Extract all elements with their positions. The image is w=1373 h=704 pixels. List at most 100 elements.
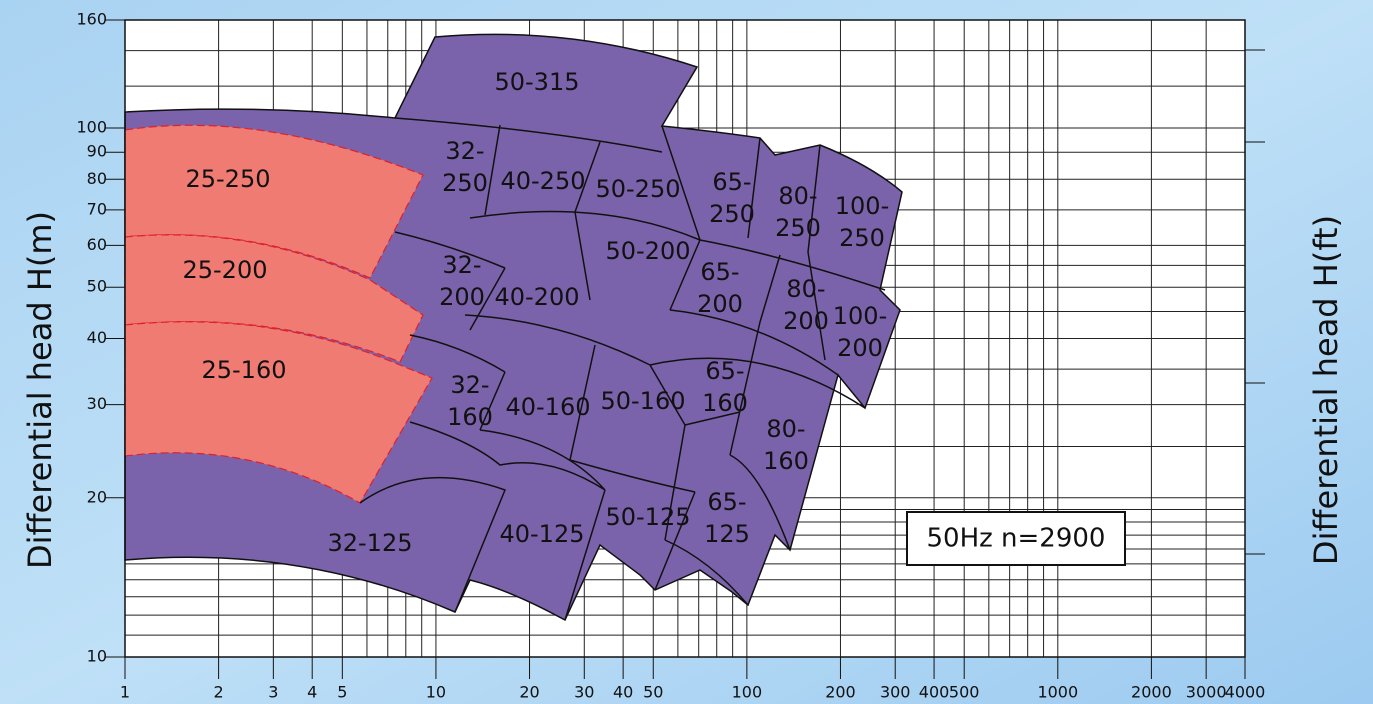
region-label-line: 50-200 (605, 237, 690, 265)
region-label: 65-250 (709, 168, 755, 228)
region-label-line: 160 (702, 389, 748, 417)
region-label-line: 200 (783, 307, 829, 335)
region-25-250 (124, 124, 424, 279)
region-label-line: 50-315 (494, 68, 579, 96)
y-tick-label: 60 (87, 235, 107, 254)
region-label: 65-125 (704, 488, 750, 548)
y-tick-label: 10 (87, 647, 107, 666)
region-label: 100- 250 (835, 192, 889, 252)
region-label: 25-250 (185, 165, 270, 193)
y-tick-label: 70 (87, 199, 107, 218)
region-label: 40-250 (500, 167, 585, 195)
region-label-line: 80- (766, 415, 805, 443)
x-tick-label: 5 (337, 683, 347, 702)
x-tick-label: 30 (574, 683, 594, 702)
divider (394, 117, 821, 253)
region-label-line: 200 (439, 283, 485, 311)
region-label-line: 65- (705, 357, 744, 385)
region-label: 80-200 (783, 275, 829, 335)
divider (359, 476, 749, 621)
region-label-line: 160 (763, 447, 809, 475)
region-label: 50-315 (494, 68, 579, 96)
region-label-line: 32- (445, 137, 484, 165)
y-tick-label: 80 (87, 169, 107, 188)
region-label: 50-160 (600, 387, 685, 415)
region-label: 50-250 (595, 175, 680, 203)
region-label-line: 125 (704, 520, 750, 548)
region-label-line: 100- (833, 302, 887, 330)
y-tick-label: 90 (87, 142, 107, 161)
region-label-line: 65- (700, 258, 739, 286)
region-label-line: 65- (712, 168, 751, 196)
region-label-line: 250 (709, 200, 755, 228)
x-tick-label: 40 (613, 683, 633, 702)
region-label: 65-200 (697, 258, 743, 318)
x-tick-label: 1 (120, 683, 130, 702)
regions (124, 33, 903, 622)
region-label: 32-250 (442, 137, 488, 197)
region-label-line: 65- (707, 488, 746, 516)
x-tick-label: 200 (825, 683, 856, 702)
x-tick-label: 3000 (1186, 683, 1227, 702)
x-tick-label: 10 (426, 683, 446, 702)
region-label: 32-125 (327, 529, 412, 557)
region-label-line: 80- (778, 182, 817, 210)
y-axis-label: Differential head H(m) (21, 211, 59, 569)
region-label-line: 50-125 (605, 503, 690, 531)
region-label-line: 50-250 (595, 175, 680, 203)
x-tick-label: 300 (880, 683, 911, 702)
right-axis-ticks (1245, 49, 1265, 555)
divider (394, 210, 886, 361)
y-tick-label: 40 (87, 328, 107, 347)
region-label-line: 80- (786, 275, 825, 303)
region-label-line: 160 (447, 403, 493, 431)
annotation-box (906, 511, 1126, 566)
region-label-line: 200 (837, 334, 883, 362)
region-label: 50-125 (605, 503, 690, 531)
region-label-line: 200 (697, 290, 743, 318)
x-tick-label: 100 (732, 683, 763, 702)
x-tick-label: 500 (949, 683, 980, 702)
x-tick-label: 20 (519, 683, 539, 702)
x-tick-label: 1000 (1037, 683, 1078, 702)
region-label: 40-160 (505, 393, 590, 421)
region-label-line: 100- (835, 192, 889, 220)
x-tick-label: 4 (307, 683, 317, 702)
region-label-line: 32- (442, 251, 481, 279)
region-label-line: 25-160 (201, 356, 286, 384)
region-label: 40-200 (494, 283, 579, 311)
region-label-line: 40-250 (500, 167, 585, 195)
region-label: 80-160 (763, 415, 809, 475)
region-label-line: 250 (442, 169, 488, 197)
x-tick-label: 2 (214, 683, 224, 702)
region-label-line: 50-160 (600, 387, 685, 415)
region-label-line: 250 (775, 214, 821, 242)
x-tick-label: 50 (643, 683, 663, 702)
region-label: 100- 200 (833, 302, 887, 362)
y-tick-label: 20 (87, 487, 107, 506)
x-tick-label: 400 (919, 683, 950, 702)
annotation: 50Hz n=2900 (927, 524, 1106, 554)
y2-axis-label: Differential head H(ft) (1307, 215, 1345, 565)
x-tick-label: 3 (268, 683, 278, 702)
region-label-line: 25-250 (185, 165, 270, 193)
region-label-line: 250 (839, 224, 885, 252)
region-label: 25-160 (201, 356, 286, 384)
region-label-line: 25-200 (182, 256, 267, 284)
x-tick-label: 4000 (1225, 683, 1266, 702)
y-tick-label: 160 (76, 10, 107, 29)
region-label: 65-160 (702, 357, 748, 417)
region-25-160 (124, 321, 433, 504)
region-label-line: 40-160 (505, 393, 590, 421)
region-label-line: 40-200 (494, 283, 579, 311)
y-tick-label: 100 (76, 117, 107, 136)
region-label: 32-200 (439, 251, 485, 311)
region-label: 80-250 (775, 182, 821, 242)
region-label-line: 40-125 (499, 520, 584, 548)
region-label: 32-160 (447, 371, 493, 431)
divider (409, 364, 791, 551)
region-label: 50-200 (605, 237, 690, 265)
region-label-line: 32- (450, 371, 489, 399)
